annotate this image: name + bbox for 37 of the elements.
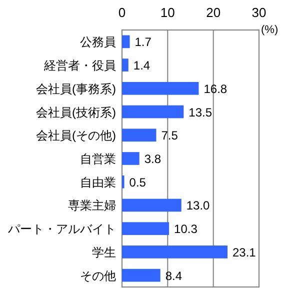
bar — [122, 35, 130, 48]
bar — [122, 82, 199, 95]
x-axis-title: (%) — [261, 24, 278, 36]
x-tick-label: 20 — [206, 5, 221, 20]
y-tick-label: 自営業 — [80, 152, 116, 166]
y-tick-label: その他 — [80, 268, 116, 283]
y-tick-label: 会社員(その他) — [36, 128, 116, 143]
data-label: 8.4 — [165, 268, 182, 283]
y-tick-label: 自由業 — [80, 175, 116, 190]
y-tick-label: 学生 — [92, 245, 116, 260]
x-tick-label: 30 — [252, 5, 266, 20]
y-tick-label: 公務員 — [80, 35, 116, 50]
y-tick-label: 会社員(技術系) — [36, 105, 116, 120]
data-label: 13.0 — [186, 198, 210, 213]
bar — [122, 268, 160, 282]
bar — [122, 128, 156, 142]
bar — [122, 246, 228, 258]
data-label: 13.5 — [188, 105, 212, 120]
data-label: 1.4 — [133, 58, 150, 73]
data-label: 1.7 — [134, 35, 152, 50]
y-tick-label: 専業主婦 — [68, 198, 116, 213]
bar — [122, 222, 170, 236]
y-tick-label: パート・アルバイト — [7, 222, 116, 236]
data-label: 16.8 — [204, 82, 228, 96]
bar — [122, 105, 184, 118]
data-label: 7.5 — [161, 128, 178, 143]
x-tick-label: 0 — [118, 5, 126, 20]
bar — [122, 198, 182, 212]
data-label: 3.8 — [144, 152, 162, 166]
bar — [122, 58, 128, 72]
data-label: 10.3 — [174, 222, 198, 236]
data-label: 23.1 — [232, 245, 256, 260]
data-label: 0.5 — [129, 175, 146, 190]
bar — [122, 152, 140, 165]
y-tick-label: 会社員(事務系) — [36, 82, 116, 96]
x-tick-label: 10 — [160, 5, 175, 20]
y-tick-label: 経営者・役員 — [43, 58, 116, 73]
